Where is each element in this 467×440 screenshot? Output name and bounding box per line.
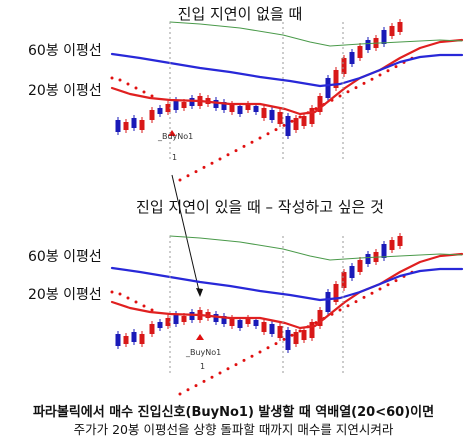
top-parabolic-dot	[266, 132, 270, 136]
top-parabolic-dot	[338, 94, 342, 98]
bottom-parabolic-dot	[150, 308, 154, 312]
top-parabolic-dot	[274, 128, 278, 132]
caption-line1: 파라볼릭에서 매수 진입신호(BuyNo1) 발생할 때 역배열(20<60)이…	[32, 405, 435, 420]
top-ma20-line	[110, 38, 464, 116]
bottom-parabolic-dot	[186, 388, 190, 392]
top-ma60-label: 60봉 이평선	[28, 43, 102, 59]
top-ma20-label: 20봉 이평선	[28, 83, 102, 99]
bottom-parabolic-dot	[394, 279, 398, 283]
top-parabolic-dot	[258, 136, 262, 140]
bottom-parabolic-dot	[210, 375, 214, 379]
top-parabolic-dot	[178, 178, 182, 182]
bottom-parabolic-dot	[370, 291, 374, 295]
top-parabolic-dot	[118, 78, 122, 82]
bottom-parabolic-dot	[242, 358, 246, 362]
bottom-parabolic-dot	[226, 367, 230, 371]
bottom-parabolic-dot	[202, 379, 206, 383]
top-parabolic-dot	[394, 65, 398, 69]
bottom-buy-signal-count: 1	[200, 362, 205, 371]
top-parabolic-dot	[218, 157, 222, 161]
top-parabolic-dot	[126, 82, 130, 86]
bottom-parabolic-dot	[354, 300, 358, 304]
top-parabolic-dot	[226, 153, 230, 157]
bottom-parabolic-dot	[298, 329, 302, 333]
top-parabolic-dot	[242, 144, 246, 148]
bottom-parabolic-dot	[290, 333, 294, 337]
top-parabolic-dot	[282, 123, 286, 127]
top-parabolic-dot	[362, 81, 366, 85]
bottom-parabolic-dot	[386, 283, 390, 287]
bottom-parabolic-dot	[362, 295, 366, 299]
bottom-parabolic-dot	[126, 296, 130, 300]
top-buy-signal-arrow	[168, 130, 176, 136]
bottom-parabolic-dot	[110, 290, 114, 294]
bottom-parabolic-dot	[234, 363, 238, 367]
top-ma60-line	[110, 52, 464, 88]
bottom-ma60-line	[110, 266, 464, 302]
top-buy-signal-name: _BuyNo1	[157, 132, 193, 141]
bottom-panel-title: 진입 지연이 있을 때 – 작성하고 싶은 것	[136, 198, 384, 216]
bottom-parabolic-dot	[274, 342, 278, 346]
bottom-parabolic-dot	[194, 384, 198, 388]
top-parabolic-dot	[210, 161, 214, 165]
bottom-ma60-label: 60봉 이평선	[28, 249, 102, 265]
top-parabolic-dot	[250, 140, 254, 144]
top-parabolic-dot	[110, 76, 114, 80]
bottom-parabolic-dot	[142, 304, 146, 308]
bottom-ma20-line	[110, 252, 464, 330]
bottom-parabolic-dot	[134, 300, 138, 304]
top-parabolic-dot	[354, 86, 358, 90]
top-panel-title: 진입 지연이 없을 때	[177, 5, 303, 23]
top-buy-signal-count: 1	[172, 153, 177, 162]
bottom-parabolic-dot	[118, 292, 122, 296]
top-parabolic-dot	[290, 119, 294, 123]
top-long-ma-line	[169, 21, 463, 47]
caption-line2: 주가가 20봉 이평선을 상향 돌파할 때까지 매수를 지연시켜라	[73, 422, 394, 437]
bottom-parabolic-dot	[266, 346, 270, 350]
top-parabolic-dot	[298, 115, 302, 119]
signal-connector-line	[171, 174, 201, 296]
bottom-parabolic-dot	[338, 308, 342, 312]
bottom-parabolic-dot	[282, 337, 286, 341]
bottom-parabolic-dot	[178, 392, 182, 396]
top-parabolic-dot	[150, 94, 154, 98]
top-parabolic-dot	[186, 174, 190, 178]
top-parabolic-dot	[194, 170, 198, 174]
bottom-buy-signal-arrow	[196, 334, 204, 340]
top-parabolic-dot	[234, 149, 238, 153]
top-parabolic-dot	[378, 73, 382, 77]
top-parabolic-dot	[370, 77, 374, 81]
bottom-parabolic-dot	[218, 371, 222, 375]
bottom-parabolic-dot	[258, 350, 262, 354]
bottom-ma20-label: 20봉 이평선	[28, 287, 102, 303]
top-parabolic-dot	[346, 90, 350, 94]
top-parabolic-dot	[202, 165, 206, 169]
bottom-parabolic-dot	[378, 287, 382, 291]
top-parabolic-dot	[142, 90, 146, 94]
top-parabolic-dot	[134, 86, 138, 90]
bottom-buy-signal-name: _BuyNo1	[185, 348, 221, 357]
bottom-long-ma-line	[169, 235, 463, 261]
bottom-parabolic-dot	[250, 354, 254, 358]
bottom-parabolic-dot	[346, 304, 350, 308]
top-parabolic-dot	[386, 69, 390, 73]
